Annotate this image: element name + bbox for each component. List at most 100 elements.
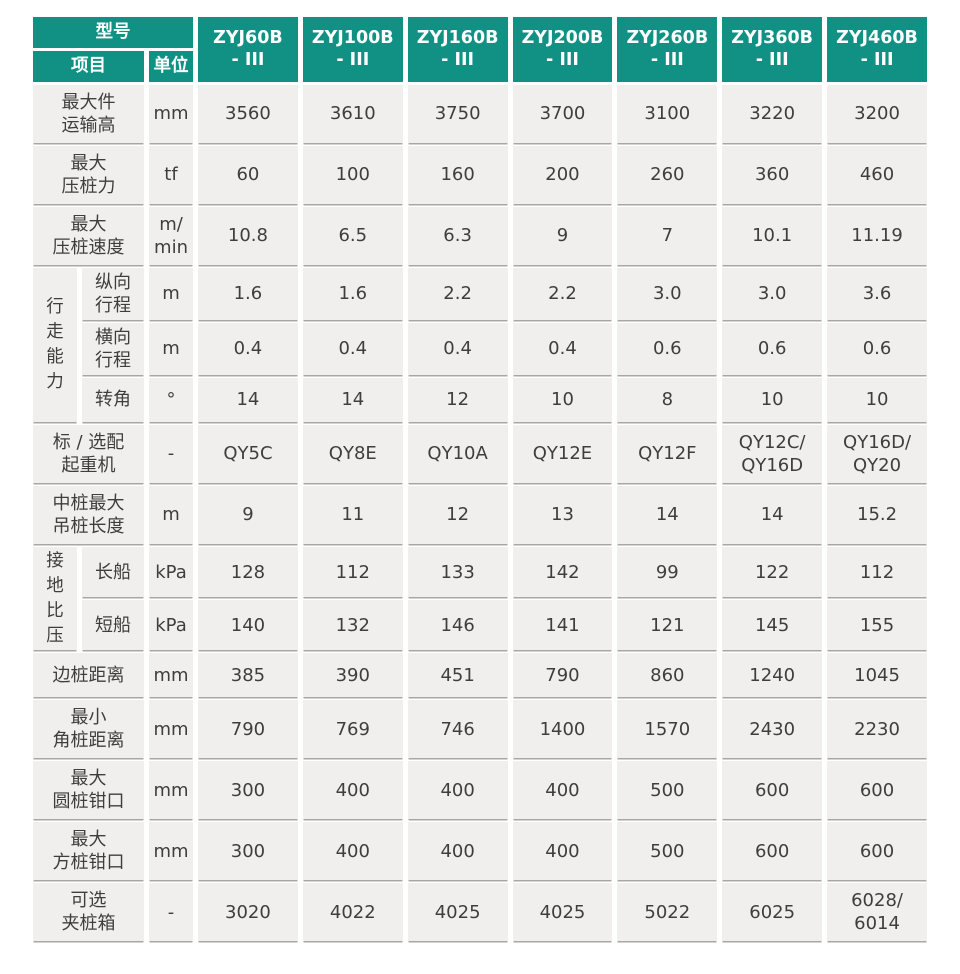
spec-value: 3100: [617, 85, 718, 143]
spec-value: 790: [198, 700, 298, 759]
spec-value: 9: [198, 486, 298, 544]
row-sublabel: 短船: [82, 600, 144, 651]
spec-value: 10.8: [198, 207, 298, 265]
spec-value: 2.2: [407, 268, 508, 320]
spec-value: 3200: [827, 85, 927, 143]
spec-value: 160: [407, 146, 508, 204]
model-suffix: - III: [231, 49, 265, 70]
spec-value: 600: [722, 822, 823, 881]
spec-value: 132: [302, 600, 403, 651]
spec-value: 600: [827, 761, 927, 820]
spec-value: 4025: [407, 883, 508, 942]
row-unit: mm: [149, 761, 194, 820]
model-header: ZYJ100B - III: [302, 17, 403, 82]
spec-value: 2430: [722, 700, 823, 759]
model-suffix: - III: [860, 49, 894, 70]
spec-value: 2230: [827, 700, 927, 759]
row-unit: -: [149, 883, 194, 942]
spec-value: 14: [302, 378, 403, 422]
row-label: 中桩最大 吊桩长度: [33, 486, 144, 544]
model-header: ZYJ200B - III: [512, 17, 613, 82]
spec-value: 6025: [722, 883, 823, 942]
spec-value: QY5C: [198, 425, 298, 483]
table-row: 横向 行程 m 0.4 0.4 0.4 0.4 0.6 0.6 0.6: [33, 323, 927, 375]
header-item-label: 项目: [33, 51, 144, 82]
model-suffix: - III: [336, 49, 370, 70]
row-unit: mm: [149, 822, 194, 881]
spec-value: 99: [617, 547, 718, 598]
spec-value: 11: [302, 486, 403, 544]
table-row: 最小 角桩距离 mm 790 769 746 1400 1570 2430 22…: [33, 700, 927, 759]
row-unit: -: [149, 425, 194, 483]
model-header: ZYJ160B - III: [407, 17, 508, 82]
spec-value: 128: [198, 547, 298, 598]
spec-value: 2.2: [512, 268, 613, 320]
spec-value: 860: [617, 653, 718, 698]
spec-value: 300: [198, 822, 298, 881]
spec-value: 4022: [302, 883, 403, 942]
spec-value: 300: [198, 761, 298, 820]
spec-value: 3610: [302, 85, 403, 143]
spec-value: 12: [407, 486, 508, 544]
spec-value: 746: [407, 700, 508, 759]
table-row: 最大 圆桩钳口 mm 300 400 400 400 500 600 600: [33, 761, 927, 820]
spec-value: 3020: [198, 883, 298, 942]
model-name: ZYJ200B: [521, 27, 604, 48]
spec-value: 10: [512, 378, 613, 422]
spec-value: 133: [407, 547, 508, 598]
spec-value: 400: [302, 822, 403, 881]
spec-value: 14: [198, 378, 298, 422]
spec-value: 1570: [617, 700, 718, 759]
row-unit: m: [149, 323, 194, 375]
model-name: ZYJ260B: [626, 27, 709, 48]
spec-value: 400: [407, 822, 508, 881]
spec-value: 400: [302, 761, 403, 820]
row-unit: m: [149, 268, 194, 320]
row-unit: °: [149, 378, 194, 422]
spec-value: 400: [407, 761, 508, 820]
table-row: 最大件 运输高 mm 3560 3610 3750 3700 3100 3220…: [33, 85, 927, 143]
table-row: 最大 压桩速度 m/ min 10.8 6.5 6.3 9 7 10.1 11.…: [33, 207, 927, 265]
spec-value: 10: [722, 378, 823, 422]
header-unit-label: 单位: [149, 51, 194, 82]
spec-value: QY12E: [512, 425, 613, 483]
model-name: ZYJ460B: [836, 27, 918, 48]
spec-value: 360: [722, 146, 823, 204]
spec-value: QY12F: [617, 425, 718, 483]
spec-value: QY12C/ QY16D: [722, 425, 823, 483]
spec-value: 0.6: [617, 323, 718, 375]
spec-value: 0.4: [198, 323, 298, 375]
spec-value: 0.4: [407, 323, 508, 375]
row-sublabel: 横向 行程: [82, 323, 144, 375]
table-row: 行走能力 纵向 行程 m 1.6 1.6 2.2 2.2 3.0 3.0 3.6: [33, 268, 927, 422]
table-row: 边桩距离 mm 385 390 451 790 860 1240 1045: [33, 653, 927, 698]
spec-value: 1045: [827, 653, 927, 698]
spec-value: 14: [617, 486, 718, 544]
model-suffix: - III: [546, 49, 579, 70]
spec-table: 型号 ZYJ60B - III ZYJ100B - III ZYJ160B - III…: [28, 14, 932, 944]
group-label-walking: 行走能力: [33, 268, 77, 422]
spec-value: 121: [617, 600, 718, 651]
spec-value: 460: [827, 146, 927, 204]
spec-value: 790: [512, 653, 613, 698]
row-unit: m/ min: [149, 207, 194, 265]
spec-value: 3.0: [722, 268, 823, 320]
spec-value: 400: [512, 822, 613, 881]
row-label: 最大件 运输高: [33, 85, 144, 143]
spec-value: 769: [302, 700, 403, 759]
spec-value: 500: [617, 822, 718, 881]
spec-value: 145: [722, 600, 823, 651]
header-model-label: 型号: [33, 17, 194, 48]
spec-value: 385: [198, 653, 298, 698]
spec-value: 3.6: [827, 268, 927, 320]
row-label: 标 / 选配 起重机: [33, 425, 144, 483]
table-row: 短船 kPa 140 132 146 141 121 145 155: [33, 600, 927, 651]
spec-value: QY8E: [302, 425, 403, 483]
spec-value: QY16D/ QY20: [827, 425, 927, 483]
spec-value: 1.6: [198, 268, 298, 320]
model-suffix: - III: [650, 49, 684, 70]
spec-value: 142: [512, 547, 613, 598]
row-label: 最大 圆桩钳口: [33, 761, 144, 820]
row-unit: mm: [149, 700, 194, 759]
row-unit: mm: [149, 85, 194, 143]
